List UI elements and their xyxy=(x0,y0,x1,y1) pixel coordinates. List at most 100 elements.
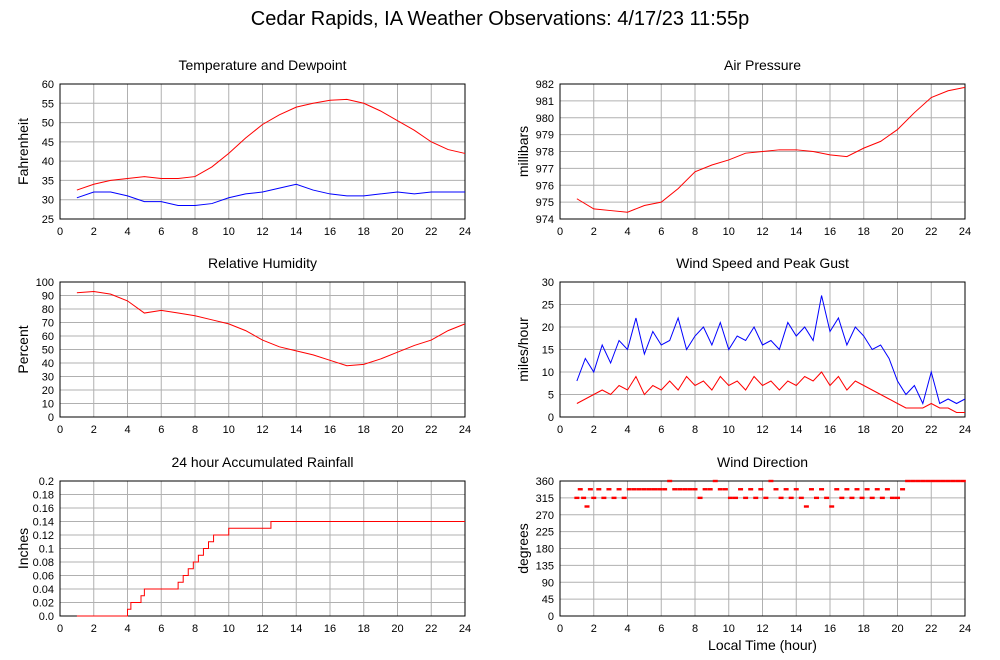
y-tick-label: 979 xyxy=(536,130,554,142)
data-point xyxy=(834,488,840,491)
y-tick-label: 980 xyxy=(536,113,554,125)
y-tick-label: 974 xyxy=(536,214,554,226)
data-point xyxy=(895,496,900,500)
x-tick-label: 22 xyxy=(925,424,937,436)
data-point xyxy=(859,496,865,500)
data-point xyxy=(621,496,627,500)
x-tick-label: 8 xyxy=(192,226,198,238)
y-tick-label: 70 xyxy=(42,318,54,330)
x-tick-label: 2 xyxy=(591,424,597,436)
x-tick-label: 0 xyxy=(557,226,563,238)
data-point xyxy=(626,488,632,491)
x-tick-label: 24 xyxy=(459,623,471,635)
data-point xyxy=(950,479,956,483)
data-point xyxy=(814,496,819,500)
y-axis-label: millibars xyxy=(515,126,531,177)
data-point xyxy=(788,496,794,500)
data-point xyxy=(697,496,703,500)
chart-title: Temperature and Dewpoint xyxy=(178,57,346,73)
x-tick-label: 0 xyxy=(557,623,563,635)
data-point xyxy=(738,488,744,491)
x-tick-label: 16 xyxy=(824,226,836,238)
x-tick-label: 24 xyxy=(459,424,471,436)
data-point xyxy=(925,479,931,483)
x-tick-label: 16 xyxy=(324,424,336,436)
y-tick-label: 0.04 xyxy=(33,584,54,596)
data-point xyxy=(945,479,951,483)
x-tick-label: 6 xyxy=(158,226,164,238)
series-line-0 xyxy=(76,521,465,617)
y-tick-label: 50 xyxy=(42,345,54,357)
x-tick-label: 12 xyxy=(756,623,768,635)
x-tick-label: 8 xyxy=(692,226,698,238)
data-point xyxy=(722,488,728,491)
data-point xyxy=(753,496,759,500)
data-point xyxy=(768,479,774,483)
y-tick-label: 55 xyxy=(42,98,54,110)
y-tick-label: 0.16 xyxy=(33,503,54,515)
data-point xyxy=(910,479,916,483)
x-tick-label: 8 xyxy=(192,623,198,635)
x-tick-label: 4 xyxy=(624,424,630,436)
chart-direction: Wind Direction degrees Local Time (hour) 0 2… xyxy=(515,454,971,653)
chart-title: Wind Speed and Peak Gust xyxy=(676,255,849,271)
y-tick-label: 982 xyxy=(536,79,554,91)
x-tick-label: 10 xyxy=(723,623,735,635)
data-point xyxy=(646,488,652,491)
x-tick-label: 10 xyxy=(223,424,235,436)
y-tick-label: 5 xyxy=(548,390,554,402)
x-tick-label: 14 xyxy=(790,226,802,238)
x-tick-label: 16 xyxy=(324,226,336,238)
data-point xyxy=(577,488,583,491)
x-tick-label: 24 xyxy=(959,226,971,238)
y-axis-label: Inches xyxy=(15,528,31,569)
y-tick-label: 60 xyxy=(42,331,54,343)
x-tick-label: 2 xyxy=(91,226,97,238)
data-point xyxy=(889,496,895,500)
x-tick-label: 20 xyxy=(891,424,903,436)
x-tick-label: 14 xyxy=(790,623,802,635)
x-tick-label: 10 xyxy=(223,623,235,635)
x-tick-label: 18 xyxy=(858,424,870,436)
x-tick-label: 20 xyxy=(391,424,403,436)
data-point xyxy=(652,488,657,491)
x-tick-label: 16 xyxy=(324,623,336,635)
x-tick-label: 6 xyxy=(158,424,164,436)
y-tick-label: 978 xyxy=(536,147,554,159)
data-point xyxy=(584,505,590,508)
data-point xyxy=(905,479,911,483)
x-tick-label: 10 xyxy=(723,424,735,436)
y-tick-label: 20 xyxy=(42,385,54,397)
x-tick-label: 24 xyxy=(959,623,971,635)
data-point xyxy=(783,488,789,491)
x-tick-label: 12 xyxy=(256,623,268,635)
data-point xyxy=(915,479,921,483)
data-point xyxy=(900,488,906,491)
data-point xyxy=(672,488,678,491)
y-tick-label: 0.1 xyxy=(39,544,54,556)
x-tick-label: 18 xyxy=(358,424,370,436)
x-tick-label: 12 xyxy=(756,424,768,436)
x-tick-label: 14 xyxy=(290,623,302,635)
x-tick-label: 4 xyxy=(124,623,130,635)
x-tick-label: 14 xyxy=(790,424,802,436)
y-tick-label: 25 xyxy=(542,300,554,312)
x-tick-label: 0 xyxy=(57,424,63,436)
x-tick-label: 6 xyxy=(658,424,664,436)
x-tick-label: 8 xyxy=(692,623,698,635)
data-point xyxy=(960,479,966,483)
data-point xyxy=(662,488,668,491)
data-point xyxy=(854,488,860,491)
data-point xyxy=(829,505,835,508)
data-point xyxy=(601,496,607,500)
x-tick-label: 20 xyxy=(891,226,903,238)
x-tick-label: 14 xyxy=(290,226,302,238)
y-tick-label: 976 xyxy=(536,180,554,192)
chart-title: Air Pressure xyxy=(724,57,801,73)
y-tick-label: 180 xyxy=(536,544,554,556)
plot-frame xyxy=(559,480,966,617)
x-tick-label: 4 xyxy=(624,226,630,238)
y-tick-label: 0.18 xyxy=(33,490,54,502)
y-tick-label: 35 xyxy=(42,175,54,187)
